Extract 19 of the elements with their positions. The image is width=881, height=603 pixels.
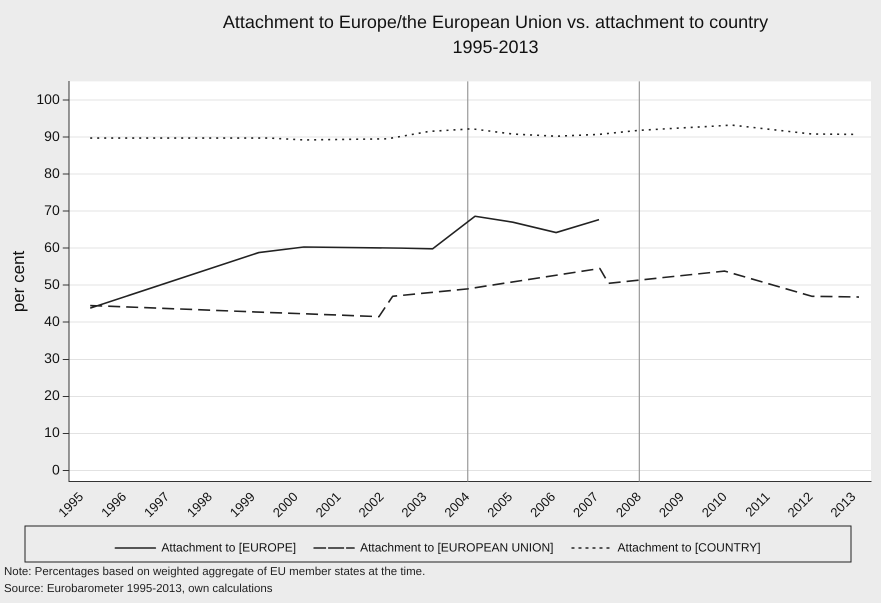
y-tick-label: 30 — [44, 350, 60, 366]
y-tick-label: 70 — [44, 202, 60, 218]
y-tick-label: 90 — [44, 128, 60, 144]
legend-label: Attachment to [COUNTRY] — [617, 540, 761, 554]
legend-label: Attachment to [EUROPE] — [161, 540, 296, 554]
y-axis-title: per cent — [8, 250, 28, 312]
chart-title: Attachment to Europe/the European Union vs. attachment to country 1995-2013 — [222, 11, 770, 59]
y-tick-label: 100 — [36, 90, 60, 107]
y-tick-label: 20 — [44, 387, 60, 404]
text: Note: Percentages based on weighted aggregate of EU member states at the time. — [4, 565, 426, 580]
y-tick-label: 40 — [44, 313, 60, 330]
y-tick-label: 60 — [44, 238, 60, 255]
legend-label: Attachment to [EUROPEAN UNION] — [360, 540, 554, 554]
y-tick-label: 0 — [52, 461, 60, 478]
y-tick-label: 10 — [44, 424, 60, 440]
y-tick-label: 80 — [44, 164, 60, 181]
source-note: Source: Eurobarometer 1995-2013, own calculations — [4, 582, 274, 597]
y-tick-label: 50 — [44, 276, 60, 292]
line-series — [89, 124, 855, 141]
